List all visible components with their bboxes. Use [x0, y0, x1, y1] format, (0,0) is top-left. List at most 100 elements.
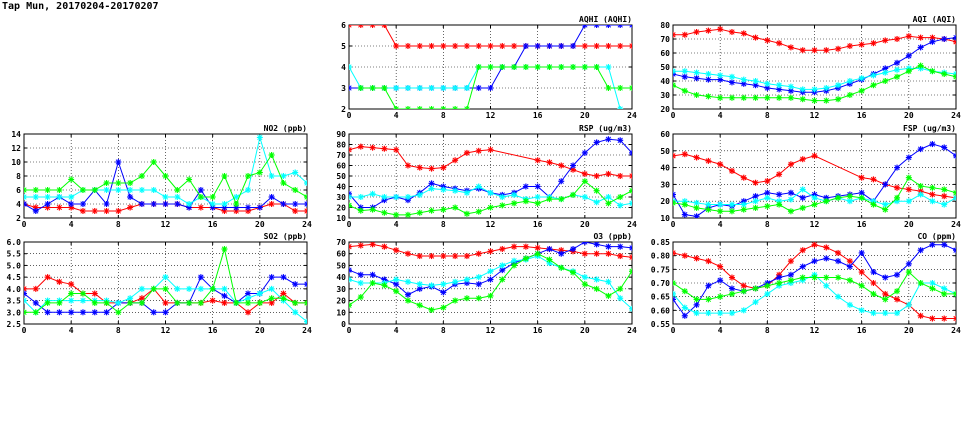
- data-point: [68, 281, 75, 288]
- data-point: [858, 174, 865, 181]
- data-point: [79, 187, 86, 193]
- data-point: [705, 27, 712, 34]
- y-tick-label: 4: [341, 63, 346, 72]
- data-point: [292, 281, 299, 288]
- data-point: [570, 64, 577, 70]
- x-tick-label: 24: [627, 220, 637, 229]
- data-point: [381, 85, 388, 91]
- data-point: [349, 85, 352, 91]
- data-point: [56, 204, 63, 211]
- data-point: [835, 258, 842, 265]
- data-point: [381, 209, 388, 216]
- data-point: [858, 189, 865, 196]
- y-tick-label: 10: [11, 158, 21, 167]
- data-point: [776, 274, 783, 281]
- data-point: [24, 201, 27, 207]
- data-point: [870, 201, 877, 208]
- data-point: [917, 146, 924, 153]
- data-point: [197, 299, 204, 306]
- y-tick-label: 40: [660, 164, 670, 173]
- x-tick-label: 24: [302, 220, 312, 229]
- data-point: [440, 253, 447, 260]
- data-point: [349, 64, 352, 70]
- y-tick-label: 12: [11, 144, 21, 153]
- data-point: [357, 271, 364, 278]
- data-point: [858, 41, 865, 48]
- data-point: [823, 97, 830, 104]
- data-point: [693, 213, 700, 218]
- data-point: [381, 243, 388, 250]
- data-point: [929, 198, 936, 205]
- data-point: [787, 196, 794, 203]
- x-tick-label: 4: [718, 326, 723, 335]
- data-point: [292, 309, 299, 316]
- data-point: [894, 194, 901, 201]
- data-point: [823, 198, 830, 205]
- data-point: [705, 157, 712, 164]
- data-point: [681, 201, 688, 208]
- data-point: [905, 174, 912, 181]
- y-tick-label: 60: [336, 162, 346, 171]
- data-point: [304, 299, 307, 306]
- data-point: [705, 282, 712, 289]
- data-point: [787, 94, 794, 101]
- data-point: [452, 278, 459, 285]
- chart-title: SO2 (ppb): [264, 232, 307, 241]
- data-point: [349, 267, 352, 274]
- data-point: [546, 159, 553, 166]
- y-tick-label: 60: [660, 49, 670, 58]
- data-point: [593, 242, 600, 248]
- y-tick-label: 5.5: [7, 250, 22, 259]
- x-tick-label: 8: [765, 326, 770, 335]
- y-tick-label: 0.65: [651, 293, 670, 302]
- data-point: [673, 31, 676, 38]
- data-point: [787, 258, 794, 265]
- data-point: [870, 176, 877, 183]
- data-point: [693, 92, 700, 98]
- data-point: [534, 43, 541, 49]
- data-point: [138, 201, 145, 207]
- data-point: [941, 242, 948, 248]
- data-point: [256, 169, 263, 176]
- data-point: [162, 299, 169, 306]
- data-point: [256, 290, 263, 297]
- data-point: [487, 64, 494, 70]
- data-point: [44, 299, 51, 306]
- data-point: [581, 149, 588, 156]
- data-point: [268, 194, 275, 200]
- data-point: [103, 208, 110, 214]
- data-point: [835, 293, 842, 300]
- data-point: [581, 281, 588, 288]
- data-point: [593, 276, 600, 283]
- data-point: [393, 146, 400, 153]
- data-point: [487, 85, 494, 91]
- data-point: [268, 285, 275, 292]
- data-point: [44, 309, 51, 316]
- data-point: [764, 203, 771, 210]
- data-point: [929, 184, 936, 191]
- data-point: [24, 309, 27, 316]
- x-tick-label: 4: [394, 220, 399, 229]
- data-point: [197, 274, 204, 281]
- x-tick-label: 20: [580, 220, 590, 229]
- data-point: [452, 187, 459, 194]
- data-point: [629, 268, 632, 275]
- y-tick-label: 14: [11, 130, 21, 139]
- data-point: [197, 204, 204, 211]
- x-tick-label: 12: [810, 326, 820, 335]
- data-point: [404, 278, 411, 285]
- data-point: [717, 277, 724, 284]
- y-tick-label: 70: [660, 35, 670, 44]
- data-point: [835, 249, 842, 256]
- data-point: [570, 162, 577, 169]
- data-point: [953, 194, 956, 201]
- data-point: [846, 92, 853, 98]
- data-point: [705, 76, 712, 83]
- data-point: [558, 196, 565, 203]
- data-point: [846, 258, 853, 265]
- data-point: [581, 170, 588, 177]
- x-tick-label: 8: [116, 326, 121, 335]
- data-point: [705, 93, 712, 100]
- data-point: [617, 243, 624, 250]
